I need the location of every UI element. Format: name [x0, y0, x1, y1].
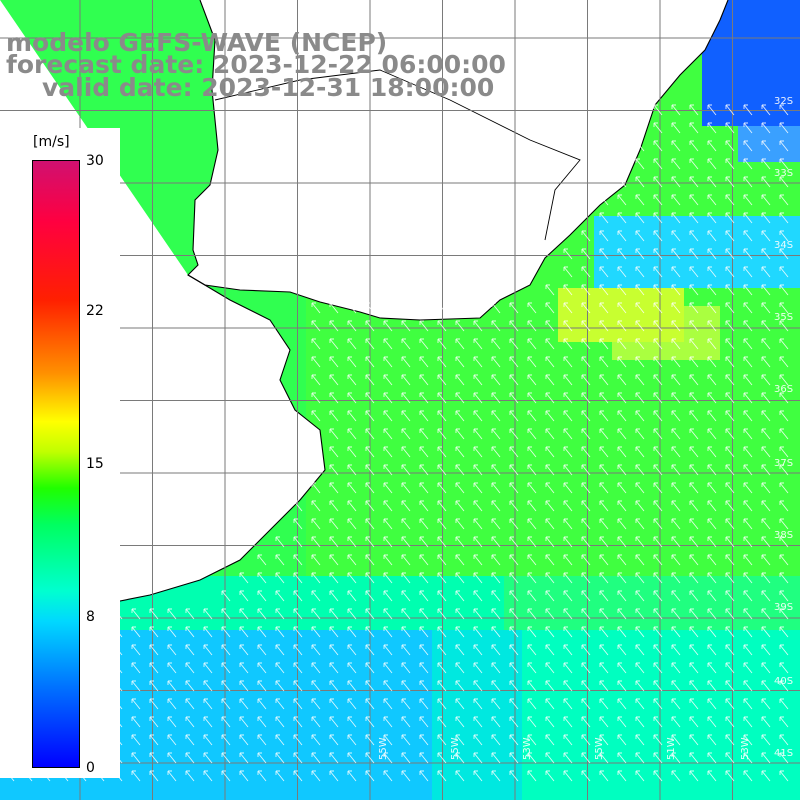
lat-label: 38S	[774, 530, 794, 541]
wind-arrows	[5, 104, 789, 782]
legend-tick-30: 30	[86, 153, 104, 169]
lat-label: 39S	[774, 602, 794, 613]
land-mass	[0, 0, 728, 320]
lat-label: 32S	[774, 96, 794, 107]
lat-label: 41S	[774, 748, 794, 759]
lat-label: 40S	[774, 676, 794, 687]
legend-tick-22: 22	[86, 303, 104, 319]
legend-color-bar	[32, 160, 80, 768]
country-border	[214, 69, 581, 241]
color-legend: [m/s] 30 22 15 8 0	[0, 128, 120, 778]
map-title-valid-date: valid date: 2023-12-31 18:00:00	[42, 73, 495, 102]
lon-label: 53W	[522, 737, 533, 760]
coastline-south	[0, 274, 326, 616]
lat-label: 34S	[774, 240, 794, 251]
map-title-model: modelo GEFS-WAVE (NCEP)	[6, 28, 388, 57]
lon-label: 55W	[450, 737, 461, 760]
map-title-forecast-date: forecast date: 2023-12-22 06:00:00	[6, 50, 506, 79]
legend-tick-15: 15	[86, 456, 104, 472]
legend-tick-8: 8	[86, 609, 95, 625]
lat-label: 33S	[774, 168, 794, 179]
coastline-north	[187, 0, 729, 321]
lon-label: 55W	[378, 737, 389, 760]
lat-label: 35S	[774, 312, 794, 323]
lon-label: 53W	[740, 737, 751, 760]
lon-label: 51W	[666, 737, 677, 760]
legend-tick-0: 0	[86, 760, 95, 776]
legend-unit: [m/s]	[33, 134, 70, 150]
lon-label: 55W	[594, 737, 605, 760]
lat-label: 36S	[774, 384, 794, 395]
lat-label: 37S	[774, 458, 794, 469]
